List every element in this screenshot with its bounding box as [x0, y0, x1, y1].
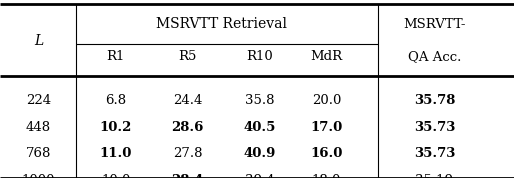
- Text: 10.0: 10.0: [101, 174, 131, 178]
- Text: 40.5: 40.5: [244, 121, 276, 134]
- Text: 6.8: 6.8: [105, 94, 126, 107]
- Text: 35.19: 35.19: [415, 174, 453, 178]
- Text: 1000: 1000: [22, 174, 56, 178]
- Text: 28.6: 28.6: [172, 121, 204, 134]
- Text: 40.9: 40.9: [244, 147, 276, 161]
- Text: 224: 224: [26, 94, 51, 107]
- Text: 448: 448: [26, 121, 51, 134]
- Text: 35.8: 35.8: [245, 94, 274, 107]
- Text: MSRVTT Retrieval: MSRVTT Retrieval: [156, 17, 286, 31]
- Text: R5: R5: [178, 50, 197, 64]
- Text: MSRVTT-: MSRVTT-: [403, 17, 466, 31]
- Text: MdR: MdR: [310, 50, 342, 64]
- Text: R1: R1: [106, 50, 125, 64]
- Text: 35.78: 35.78: [414, 94, 455, 107]
- Text: 24.4: 24.4: [173, 94, 203, 107]
- Text: 35.73: 35.73: [414, 147, 455, 161]
- Text: 11.0: 11.0: [100, 147, 132, 161]
- Text: R10: R10: [246, 50, 273, 64]
- Text: 18.0: 18.0: [311, 174, 341, 178]
- Text: 17.0: 17.0: [310, 121, 342, 134]
- Text: 16.0: 16.0: [310, 147, 342, 161]
- Text: QA Acc.: QA Acc.: [408, 50, 461, 64]
- Text: 10.2: 10.2: [100, 121, 132, 134]
- Text: 768: 768: [26, 147, 51, 161]
- Text: 39.4: 39.4: [245, 174, 274, 178]
- Text: 28.4: 28.4: [172, 174, 204, 178]
- Text: 35.73: 35.73: [414, 121, 455, 134]
- Text: L: L: [34, 34, 43, 48]
- Text: 20.0: 20.0: [311, 94, 341, 107]
- Text: 27.8: 27.8: [173, 147, 203, 161]
